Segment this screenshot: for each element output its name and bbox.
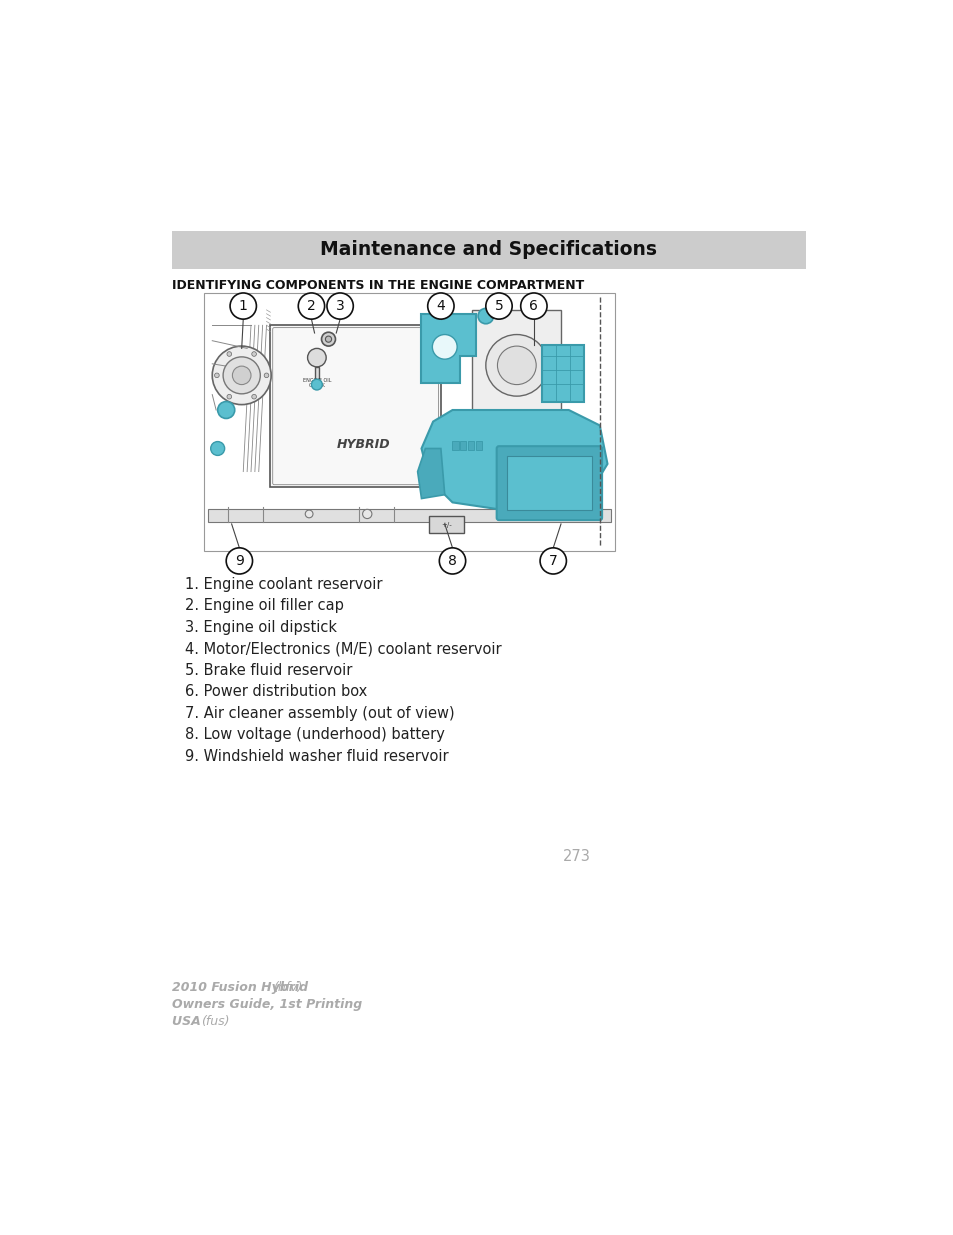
Circle shape <box>230 293 256 319</box>
FancyBboxPatch shape <box>204 293 615 551</box>
Text: 9. Windshield washer fluid reservoir: 9. Windshield washer fluid reservoir <box>185 748 448 764</box>
FancyBboxPatch shape <box>452 441 458 450</box>
Circle shape <box>362 509 372 519</box>
Circle shape <box>217 401 234 419</box>
Text: 5: 5 <box>494 299 503 312</box>
Circle shape <box>252 394 256 399</box>
FancyBboxPatch shape <box>472 310 560 448</box>
Text: +/-: +/- <box>441 521 452 527</box>
Text: 8: 8 <box>448 555 456 568</box>
Circle shape <box>307 348 326 367</box>
Text: 2: 2 <box>307 299 315 312</box>
FancyBboxPatch shape <box>476 441 481 450</box>
FancyBboxPatch shape <box>497 446 601 520</box>
Text: 6. Power distribution box: 6. Power distribution box <box>185 684 367 699</box>
Circle shape <box>477 309 493 324</box>
Circle shape <box>432 335 456 359</box>
Text: 3. Engine oil dipstick: 3. Engine oil dipstick <box>185 620 336 635</box>
FancyBboxPatch shape <box>208 509 611 522</box>
Text: 4: 4 <box>436 299 445 312</box>
Circle shape <box>305 510 313 517</box>
Circle shape <box>211 442 224 456</box>
Text: HYBRID: HYBRID <box>336 438 390 451</box>
Text: 2. Engine oil filler cap: 2. Engine oil filler cap <box>185 598 344 613</box>
Circle shape <box>539 548 566 574</box>
Text: IDENTIFYING COMPONENTS IN THE ENGINE COMPARTMENT: IDENTIFYING COMPONENTS IN THE ENGINE COM… <box>172 279 583 291</box>
Text: Owners Guide, 1st Printing: Owners Guide, 1st Printing <box>172 998 362 1011</box>
FancyBboxPatch shape <box>314 367 319 380</box>
FancyBboxPatch shape <box>172 231 805 269</box>
Text: (fus): (fus) <box>201 1015 230 1028</box>
Text: 273: 273 <box>562 850 590 864</box>
Circle shape <box>427 293 454 319</box>
Circle shape <box>439 548 465 574</box>
Circle shape <box>520 293 546 319</box>
Circle shape <box>298 293 324 319</box>
Polygon shape <box>421 410 607 514</box>
FancyBboxPatch shape <box>468 441 474 450</box>
Text: 7. Air cleaner assembly (out of view): 7. Air cleaner assembly (out of view) <box>185 706 455 721</box>
Circle shape <box>485 293 512 319</box>
Text: (hfv): (hfv) <box>273 981 302 994</box>
Text: 2010 Fusion Hybrid: 2010 Fusion Hybrid <box>172 981 313 994</box>
Text: 1. Engine coolant reservoir: 1. Engine coolant reservoir <box>185 577 382 592</box>
FancyBboxPatch shape <box>429 516 464 534</box>
Text: 8. Low voltage (underhood) battery: 8. Low voltage (underhood) battery <box>185 727 444 742</box>
Circle shape <box>226 548 253 574</box>
Text: 9: 9 <box>234 555 244 568</box>
FancyBboxPatch shape <box>541 345 583 403</box>
Circle shape <box>227 394 232 399</box>
Text: ENGINE OIL
CHECK: ENGINE OIL CHECK <box>302 378 331 389</box>
Text: 5. Brake fluid reservoir: 5. Brake fluid reservoir <box>185 663 352 678</box>
Text: 1: 1 <box>238 299 248 312</box>
Circle shape <box>485 335 547 396</box>
Text: 6: 6 <box>529 299 537 312</box>
FancyBboxPatch shape <box>459 441 466 450</box>
Polygon shape <box>421 314 476 383</box>
Text: USA: USA <box>172 1015 205 1028</box>
Circle shape <box>212 346 271 405</box>
Circle shape <box>325 336 332 342</box>
Circle shape <box>497 346 536 384</box>
Circle shape <box>321 332 335 346</box>
Circle shape <box>227 352 232 357</box>
Text: 3: 3 <box>335 299 344 312</box>
Circle shape <box>311 379 322 390</box>
Circle shape <box>252 352 256 357</box>
FancyBboxPatch shape <box>270 325 440 487</box>
Circle shape <box>214 373 219 378</box>
Text: 4. Motor/Electronics (M/E) coolant reservoir: 4. Motor/Electronics (M/E) coolant reser… <box>185 641 501 656</box>
Polygon shape <box>417 448 444 499</box>
Text: Maintenance and Specifications: Maintenance and Specifications <box>320 241 657 259</box>
Circle shape <box>264 373 269 378</box>
Text: 7: 7 <box>548 555 558 568</box>
Circle shape <box>223 357 260 394</box>
FancyBboxPatch shape <box>506 456 592 510</box>
Circle shape <box>327 293 353 319</box>
Circle shape <box>233 366 251 384</box>
